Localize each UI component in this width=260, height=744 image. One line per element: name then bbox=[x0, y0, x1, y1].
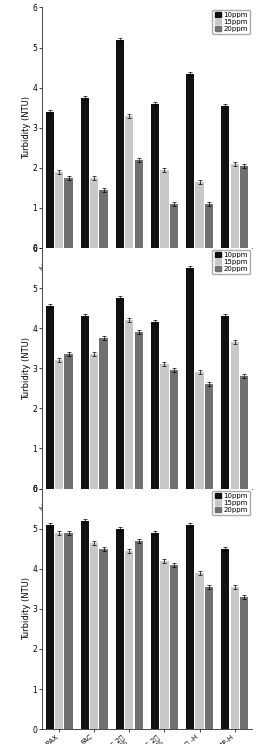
Bar bbox=[231, 587, 239, 729]
Bar bbox=[81, 97, 89, 248]
Bar bbox=[81, 521, 89, 729]
Bar bbox=[221, 548, 229, 729]
Bar bbox=[64, 533, 73, 729]
Bar bbox=[160, 365, 168, 489]
Bar bbox=[64, 178, 73, 248]
Bar bbox=[231, 342, 239, 489]
Bar bbox=[196, 372, 204, 489]
Legend: 10ppm, 15ppm, 20ppm: 10ppm, 15ppm, 20ppm bbox=[212, 490, 250, 515]
Bar bbox=[231, 164, 239, 248]
Bar bbox=[90, 542, 98, 729]
Bar bbox=[170, 565, 178, 729]
Bar bbox=[46, 525, 54, 729]
Bar bbox=[100, 548, 108, 729]
Bar bbox=[100, 190, 108, 248]
Bar bbox=[125, 115, 133, 248]
Bar bbox=[55, 360, 63, 489]
Text: (a)  Polystyrene  (PS): (a) Polystyrene (PS) bbox=[96, 339, 198, 350]
Text: (b)  Polyethylene terephthalate  (PET): (b) Polyethylene terephthalate (PET) bbox=[54, 580, 239, 590]
Bar bbox=[160, 561, 168, 729]
Bar bbox=[64, 354, 73, 489]
Bar bbox=[240, 166, 248, 248]
Bar bbox=[205, 204, 213, 248]
Bar bbox=[170, 204, 178, 248]
Bar bbox=[135, 541, 143, 729]
Bar bbox=[151, 533, 159, 729]
Bar bbox=[81, 316, 89, 489]
Bar bbox=[160, 170, 168, 248]
Bar bbox=[125, 551, 133, 729]
Bar bbox=[116, 298, 124, 489]
Bar bbox=[186, 525, 194, 729]
Bar bbox=[125, 320, 133, 489]
Bar bbox=[46, 112, 54, 248]
Bar bbox=[186, 268, 194, 489]
Bar bbox=[221, 316, 229, 489]
Y-axis label: Turbidity (NTU): Turbidity (NTU) bbox=[22, 577, 31, 641]
Bar bbox=[55, 533, 63, 729]
Bar bbox=[151, 103, 159, 248]
Bar bbox=[205, 587, 213, 729]
Bar bbox=[46, 306, 54, 489]
Bar bbox=[90, 178, 98, 248]
Bar bbox=[116, 39, 124, 248]
Bar bbox=[151, 322, 159, 489]
Bar bbox=[196, 573, 204, 729]
Bar bbox=[221, 106, 229, 248]
Bar bbox=[205, 385, 213, 489]
Bar bbox=[135, 332, 143, 489]
Bar bbox=[116, 529, 124, 729]
Legend: 10ppm, 15ppm, 20ppm: 10ppm, 15ppm, 20ppm bbox=[212, 250, 250, 275]
Bar bbox=[240, 597, 248, 729]
Bar bbox=[240, 376, 248, 489]
Bar bbox=[196, 182, 204, 248]
Y-axis label: Turbidity (NTU): Turbidity (NTU) bbox=[22, 96, 31, 159]
Bar bbox=[170, 371, 178, 489]
Bar bbox=[90, 354, 98, 489]
Bar bbox=[186, 74, 194, 248]
Bar bbox=[100, 339, 108, 489]
Bar bbox=[55, 172, 63, 248]
Y-axis label: Turbidity (NTU): Turbidity (NTU) bbox=[22, 337, 31, 400]
Legend: 10ppm, 15ppm, 20ppm: 10ppm, 15ppm, 20ppm bbox=[212, 10, 250, 33]
Bar bbox=[135, 160, 143, 248]
